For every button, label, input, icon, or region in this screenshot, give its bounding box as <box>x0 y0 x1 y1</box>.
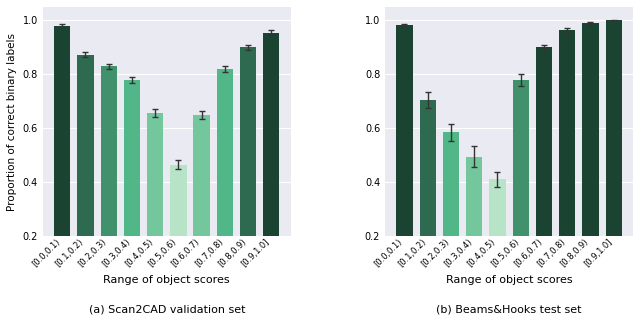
Text: (b) Beams&Hooks test set: (b) Beams&Hooks test set <box>436 304 582 314</box>
Bar <box>100 66 116 290</box>
Bar <box>170 165 186 290</box>
Bar <box>77 55 93 290</box>
Bar <box>263 32 280 290</box>
Bar <box>536 47 552 290</box>
Bar <box>605 20 622 290</box>
Bar <box>443 132 459 290</box>
Bar <box>124 80 140 290</box>
Bar <box>466 156 483 290</box>
Bar <box>559 30 575 290</box>
Bar <box>193 115 210 290</box>
Bar <box>513 80 529 290</box>
Bar <box>54 26 70 290</box>
Bar <box>582 23 598 290</box>
Bar <box>489 179 506 290</box>
Bar <box>396 25 413 290</box>
Text: (a) Scan2CAD validation set: (a) Scan2CAD validation set <box>88 304 245 314</box>
Y-axis label: Proportion of correct binary labels: Proportion of correct binary labels <box>7 32 17 211</box>
Bar <box>217 69 233 290</box>
Bar <box>240 47 256 290</box>
X-axis label: Range of object scores: Range of object scores <box>445 275 572 285</box>
Bar <box>147 113 163 290</box>
Bar <box>420 100 436 290</box>
X-axis label: Range of object scores: Range of object scores <box>104 275 230 285</box>
